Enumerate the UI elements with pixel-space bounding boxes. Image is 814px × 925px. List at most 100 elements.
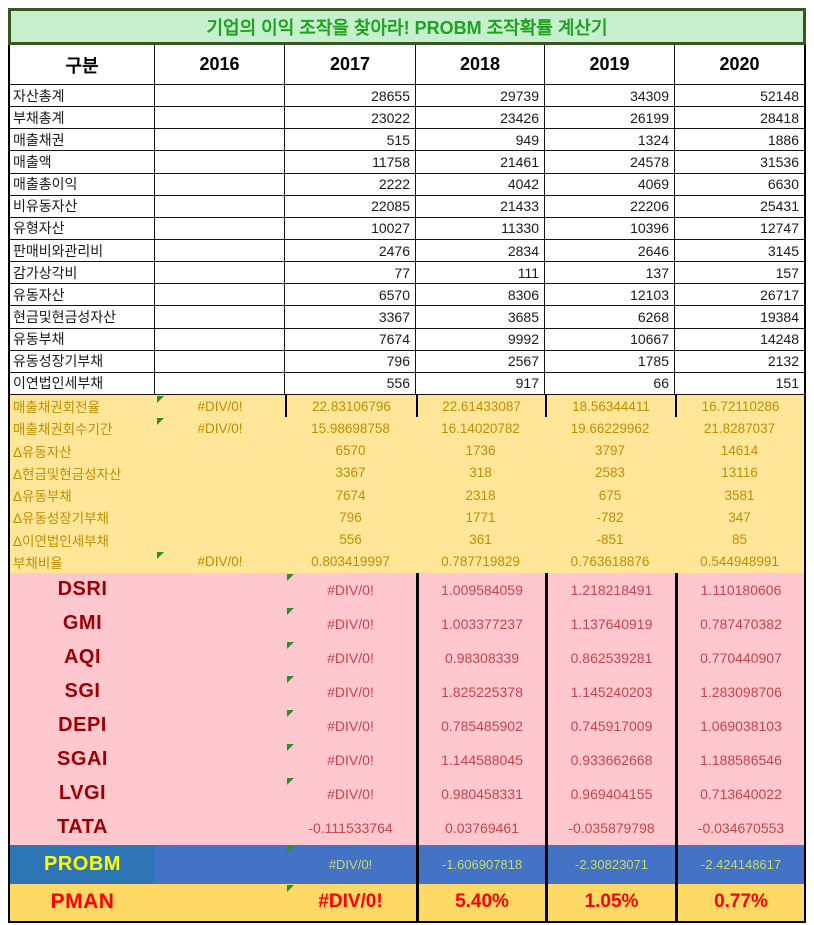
cell-2017[interactable]: 556 <box>285 372 416 395</box>
cell-2016[interactable] <box>155 439 285 461</box>
cell-2018[interactable]: 23426 <box>416 107 545 130</box>
cell-2016[interactable] <box>155 884 285 921</box>
cell-2018[interactable]: 4042 <box>416 173 545 196</box>
cell-2020[interactable]: 52148 <box>675 85 804 108</box>
header-cell-2020[interactable]: 2020 <box>675 45 804 85</box>
cell-2018[interactable]: -1.606907818 <box>416 844 545 884</box>
cell-2019[interactable]: 137 <box>545 262 675 285</box>
cell-2016[interactable] <box>155 217 285 240</box>
cell-2020[interactable]: 19384 <box>675 306 804 329</box>
row-label[interactable]: 매출채권 <box>10 129 155 152</box>
cell-2020[interactable]: 0.544948991 <box>675 551 804 573</box>
cell-2018[interactable]: 1.009584059 <box>416 572 545 607</box>
cell-2017[interactable]: 2222 <box>285 173 416 196</box>
cell-2017[interactable]: 3367 <box>285 306 416 329</box>
cell-2016[interactable] <box>155 350 285 373</box>
cell-2018[interactable]: 0.98308339 <box>416 640 545 675</box>
row-label[interactable]: 부채비율 <box>13 555 63 571</box>
cell-2017[interactable]: #DIV/0! <box>285 641 416 675</box>
cell-2019[interactable]: 26199 <box>545 107 675 130</box>
cell-2016[interactable] <box>155 85 285 108</box>
row-label[interactable]: SGI <box>64 680 101 703</box>
cell-2020[interactable]: 1886 <box>675 129 804 152</box>
cell-2016[interactable] <box>155 811 285 845</box>
cell-2020[interactable]: 347 <box>675 506 804 528</box>
cell-2020[interactable]: 151 <box>675 373 804 395</box>
row-label[interactable]: Δ이연법인세부채 <box>13 533 109 549</box>
row-label[interactable]: 판매비와관리비 <box>10 239 155 263</box>
cell-2020[interactable]: 0.770440907 <box>675 640 804 675</box>
cell-2016[interactable]: #DIV/0! <box>155 417 285 439</box>
header-cell-2016[interactable]: 2016 <box>155 45 285 85</box>
row-label[interactable]: PMAN <box>50 890 115 914</box>
cell-2016[interactable] <box>155 777 285 811</box>
cell-2016[interactable] <box>155 328 285 351</box>
cell-2017[interactable]: 15.98698758 <box>285 417 416 439</box>
cell-2018[interactable]: 3685 <box>416 306 545 329</box>
cell-2019[interactable]: 12103 <box>545 284 675 307</box>
cell-2018[interactable]: 0.785485902 <box>416 708 545 743</box>
cell-2018[interactable]: 1.825225378 <box>416 674 545 709</box>
cell-2020[interactable]: 3145 <box>675 240 804 263</box>
cell-2020[interactable]: 157 <box>675 262 804 285</box>
cell-2017[interactable]: 10027 <box>285 217 416 240</box>
row-label[interactable]: 매출총이익 <box>10 173 155 196</box>
cell-2016[interactable] <box>155 573 285 607</box>
cell-2017[interactable]: 7674 <box>285 484 416 506</box>
cell-2016[interactable] <box>155 641 285 675</box>
cell-2016[interactable] <box>155 462 285 484</box>
cell-2016[interactable] <box>155 129 285 152</box>
cell-2018[interactable]: 2318 <box>416 484 545 506</box>
cell-2018[interactable]: 21461 <box>416 151 545 174</box>
cell-2019[interactable]: 3797 <box>545 439 675 461</box>
cell-2017[interactable]: #DIV/0! <box>285 607 416 641</box>
cell-2019[interactable]: 4069 <box>545 173 675 196</box>
cell-2017[interactable]: 796 <box>285 506 416 528</box>
row-label[interactable]: LVGI <box>58 782 107 805</box>
cell-2020[interactable]: 3581 <box>675 484 804 506</box>
cell-2020[interactable]: 21.8287037 <box>675 417 804 439</box>
cell-2018[interactable]: 1771 <box>416 506 545 528</box>
cell-2017[interactable]: 28655 <box>285 85 416 108</box>
cell-2019[interactable]: 10667 <box>545 328 675 351</box>
cell-2018[interactable]: 361 <box>416 528 545 550</box>
cell-2020[interactable]: 0.713640022 <box>675 776 804 811</box>
cell-2020[interactable]: 1.069038103 <box>675 708 804 743</box>
cell-2020[interactable]: 0.787470382 <box>675 606 804 641</box>
row-label[interactable]: SGAI <box>57 748 108 771</box>
cell-2018[interactable]: 0.03769461 <box>416 810 545 845</box>
cell-2019[interactable]: 0.745917009 <box>545 708 675 743</box>
cell-2016[interactable] <box>155 506 285 528</box>
cell-2020[interactable]: 28418 <box>675 107 804 130</box>
cell-2017[interactable]: #DIV/0! <box>285 777 416 811</box>
cell-2016[interactable] <box>155 173 285 196</box>
row-label[interactable]: 유동성장기부채 <box>10 350 155 373</box>
cell-2020[interactable]: 85 <box>675 528 804 550</box>
cell-2019[interactable]: -2.30823071 <box>545 844 675 884</box>
row-label[interactable]: 자산총계 <box>10 85 155 108</box>
cell-2018[interactable]: 1.144588045 <box>416 742 545 777</box>
cell-2017[interactable]: 515 <box>285 129 416 152</box>
row-label[interactable]: PROBM <box>10 844 155 884</box>
cell-2016[interactable] <box>155 484 285 506</box>
cell-2020[interactable]: 13116 <box>675 462 804 484</box>
cell-2017[interactable]: #DIV/0! <box>285 675 416 709</box>
cell-2017[interactable]: 22.83106796 <box>285 394 416 418</box>
cell-2017[interactable]: #DIV/0! <box>285 709 416 743</box>
cell-2017[interactable]: #DIV/0! <box>285 884 416 921</box>
cell-2018[interactable]: 1.003377237 <box>416 606 545 641</box>
cell-2018[interactable]: 16.14020782 <box>416 417 545 439</box>
cell-2018[interactable]: 0.787719829 <box>416 551 545 573</box>
cell-2019[interactable]: 0.763618876 <box>545 551 675 573</box>
cell-2016[interactable] <box>155 306 285 329</box>
row-label[interactable]: Δ유동성장기부채 <box>13 511 109 527</box>
cell-2018[interactable]: 0.980458331 <box>416 776 545 811</box>
cell-2019[interactable]: 0.933662668 <box>545 742 675 777</box>
cell-2017[interactable]: 6570 <box>285 284 416 307</box>
header-cell-2017[interactable]: 2017 <box>285 45 416 85</box>
cell-2016[interactable] <box>155 845 285 884</box>
cell-2020[interactable]: 1.188586546 <box>675 742 804 777</box>
cell-2019[interactable]: 1.145240203 <box>545 674 675 709</box>
cell-2018[interactable]: 8306 <box>416 284 545 307</box>
header-cell-2019[interactable]: 2019 <box>545 45 675 85</box>
